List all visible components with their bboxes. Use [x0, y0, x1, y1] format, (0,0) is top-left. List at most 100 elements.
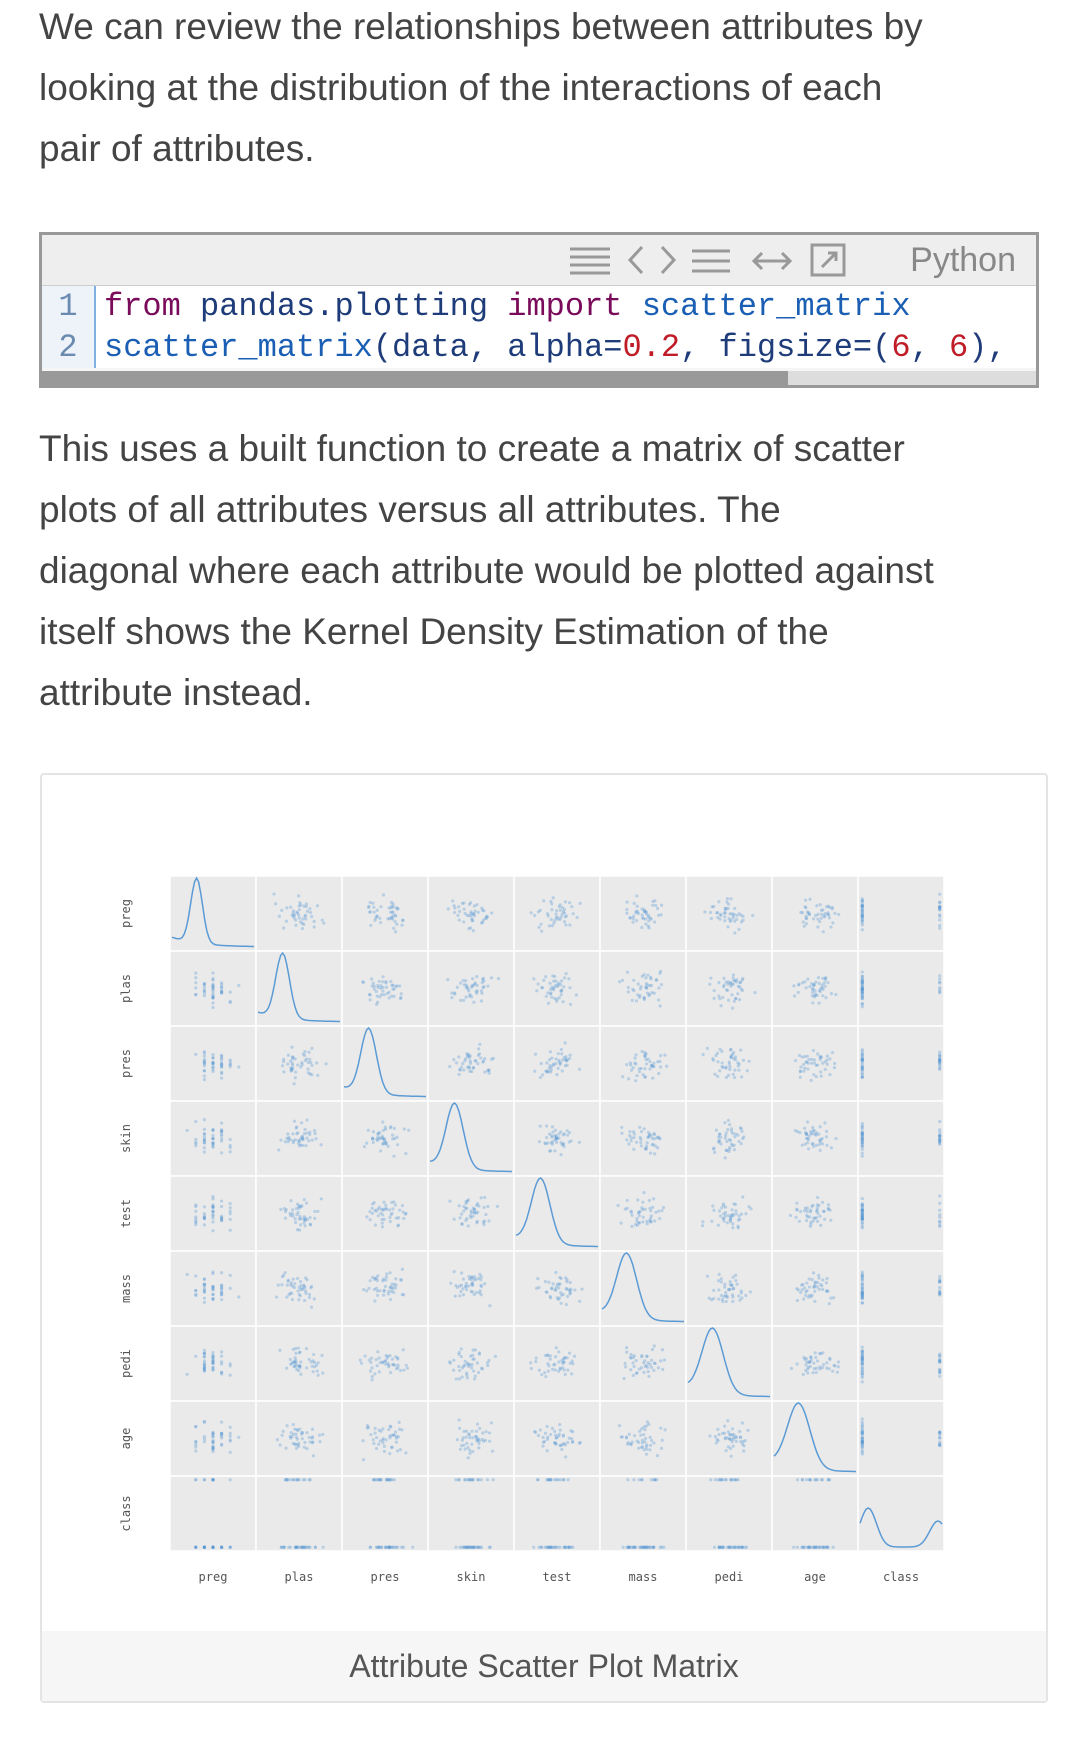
scatter-dot: [546, 1070, 551, 1074]
scatter-dot: [716, 1223, 720, 1227]
scatter-dot: [368, 1545, 373, 1549]
scatter-dot: [557, 1296, 561, 1300]
scatter-dot: [220, 1431, 224, 1436]
scatter-dot: [194, 992, 198, 997]
scatter-dot: [553, 1149, 557, 1153]
scatter-dot: [391, 905, 396, 909]
scatter-dot: [938, 1359, 942, 1364]
scatter-dot: [938, 1279, 942, 1283]
scatter-dot: [637, 1214, 641, 1218]
matrix-cell: [771, 1100, 859, 1177]
scatter-dot: [623, 1361, 627, 1366]
scatter-dot: [549, 1432, 553, 1437]
scatter-dot: [536, 910, 541, 914]
scatter-dot: [800, 1055, 804, 1059]
scatter-dot: [220, 981, 224, 985]
scatter-dot: [736, 984, 740, 988]
scatter-dot: [827, 1302, 831, 1306]
scatter-dot: [824, 1135, 829, 1139]
scatter-dot: [220, 1292, 224, 1296]
scatter-dot: [382, 1137, 387, 1141]
scatter-dot: [479, 1275, 483, 1279]
scatter-dot: [294, 1126, 298, 1130]
scatter-dot: [728, 1432, 732, 1436]
scatter-dot: [482, 1439, 486, 1443]
scatter-dot: [626, 1441, 630, 1445]
scatter-dot: [747, 1059, 751, 1063]
scatter-dot: [291, 1478, 295, 1482]
scatter-dot: [625, 1198, 629, 1203]
scatter-dot: [307, 1139, 311, 1143]
scatter-dot: [220, 1070, 224, 1074]
scatter-dot: [652, 1361, 657, 1365]
scatter-dot: [228, 990, 232, 994]
scatter-dot: [938, 1137, 942, 1141]
scatter-dot: [549, 1141, 553, 1145]
scatter-dot: [368, 910, 372, 914]
scatter-dot: [821, 1061, 825, 1065]
scatter-dot: [373, 1372, 377, 1376]
scatter-dot: [202, 1132, 206, 1136]
scatter-dot: [298, 901, 302, 905]
scatter-dot: [211, 985, 215, 989]
scatter-dot: [558, 1282, 562, 1286]
scatter-dot: [565, 1058, 569, 1062]
scatter-dot: [374, 1276, 379, 1280]
scatter-dot: [324, 1062, 328, 1066]
scatter-dot: [292, 1360, 297, 1365]
matrix-cell: [427, 950, 515, 1027]
scatter-dot: [798, 1069, 802, 1074]
scatter-dot: [194, 1545, 198, 1549]
scatter-dot: [564, 1055, 568, 1059]
scatter-dot: [806, 1371, 810, 1375]
scatter-dot: [301, 1217, 306, 1221]
scatter-dot: [938, 1139, 942, 1144]
scatter-dot: [560, 1143, 564, 1147]
matrix-cell: [771, 1400, 859, 1477]
scatter-dot: [802, 1545, 806, 1549]
scatter-dot: [860, 1355, 864, 1359]
scatter-dot: [377, 1356, 381, 1360]
scatter-dot: [649, 1438, 654, 1443]
scatter-dot: [471, 1066, 476, 1070]
scatter-dot: [490, 911, 494, 915]
scatter-dot: [211, 1445, 215, 1449]
scatter-dot: [836, 1360, 841, 1364]
scatter-dot: [458, 1545, 462, 1549]
scatter-dot: [308, 907, 312, 911]
scatter-dot: [211, 1545, 215, 1549]
scatter-dot: [457, 1352, 461, 1357]
scatter-dot: [659, 969, 663, 973]
scatter-dot: [477, 1352, 481, 1356]
scatter-dot: [733, 1202, 738, 1207]
scatter-dot: [860, 1371, 864, 1376]
scatter-dot: [387, 1363, 391, 1367]
scatter-dot: [380, 1545, 384, 1549]
scatter-dot: [662, 1545, 666, 1549]
scatter-dot: [479, 1284, 484, 1289]
scatter-dot: [546, 1141, 550, 1145]
scatter-dot: [634, 1062, 638, 1066]
scatter-dot: [292, 913, 297, 917]
scatter-dot: [555, 1135, 559, 1139]
scatter-dot: [730, 1052, 735, 1056]
scatter-dot: [860, 913, 864, 917]
scatter-dot: [805, 1120, 810, 1124]
matrix-cell: [255, 1250, 343, 1327]
scatter-dot: [220, 1354, 224, 1358]
scatter-dot: [202, 1050, 206, 1054]
scatter-dot: [220, 1290, 224, 1295]
scatter-dot: [637, 1067, 641, 1071]
scatter-dot: [194, 1274, 198, 1278]
scatter-dot: [545, 1449, 549, 1453]
scatter-dot: [565, 1280, 569, 1284]
scatter-dot: [537, 1285, 541, 1290]
scatter-dot: [860, 1432, 864, 1436]
scatter-dot: [656, 1146, 660, 1150]
scatter-dot: [661, 1206, 666, 1210]
scatter-dot: [304, 1144, 308, 1148]
scatter-dot: [938, 1274, 942, 1279]
scatter-dot: [308, 1057, 312, 1061]
scatter-dot: [211, 1545, 215, 1549]
scatter-dot: [211, 1062, 215, 1066]
